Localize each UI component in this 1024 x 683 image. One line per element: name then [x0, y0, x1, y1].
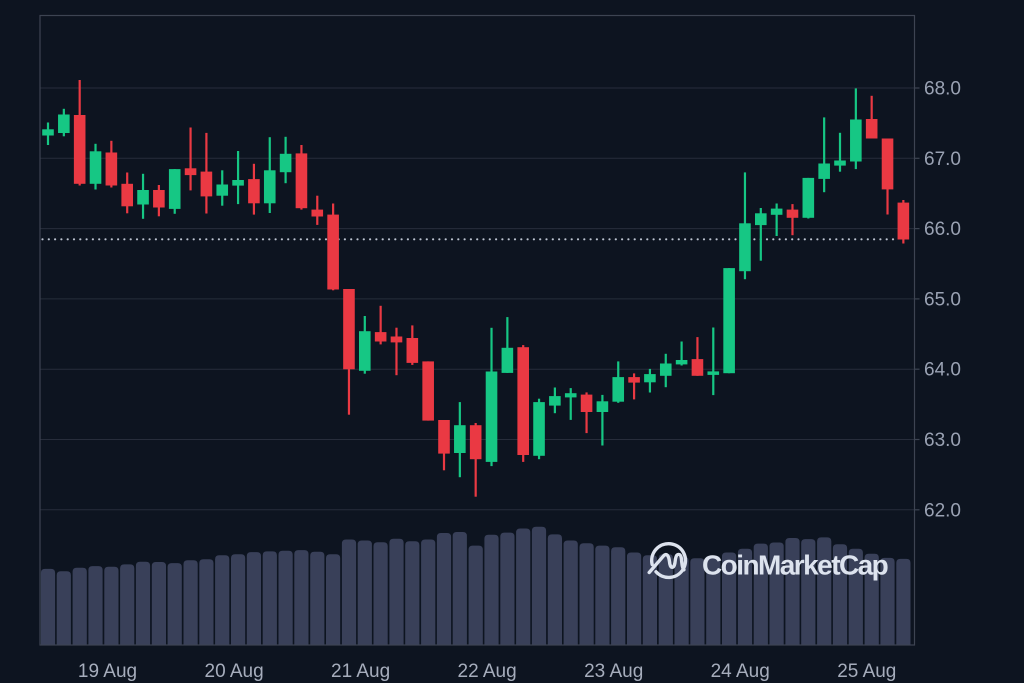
svg-text:65.0: 65.0 — [924, 289, 961, 310]
svg-text:62.0: 62.0 — [924, 500, 961, 521]
svg-text:63.0: 63.0 — [924, 430, 961, 451]
svg-text:19 Aug: 19 Aug — [78, 661, 137, 682]
svg-text:24 Aug: 24 Aug — [711, 661, 770, 682]
svg-text:21 Aug: 21 Aug — [331, 661, 390, 682]
svg-text:22 Aug: 22 Aug — [458, 661, 517, 682]
svg-text:CoinMarketCap: CoinMarketCap — [702, 550, 888, 581]
svg-text:20 Aug: 20 Aug — [205, 661, 264, 682]
svg-text:23 Aug: 23 Aug — [584, 661, 643, 682]
svg-text:64.0: 64.0 — [924, 360, 961, 381]
svg-text:25 Aug: 25 Aug — [837, 661, 896, 682]
svg-text:66.0: 66.0 — [924, 219, 961, 240]
svg-text:67.0: 67.0 — [924, 149, 961, 170]
svg-text:68.0: 68.0 — [924, 79, 961, 100]
